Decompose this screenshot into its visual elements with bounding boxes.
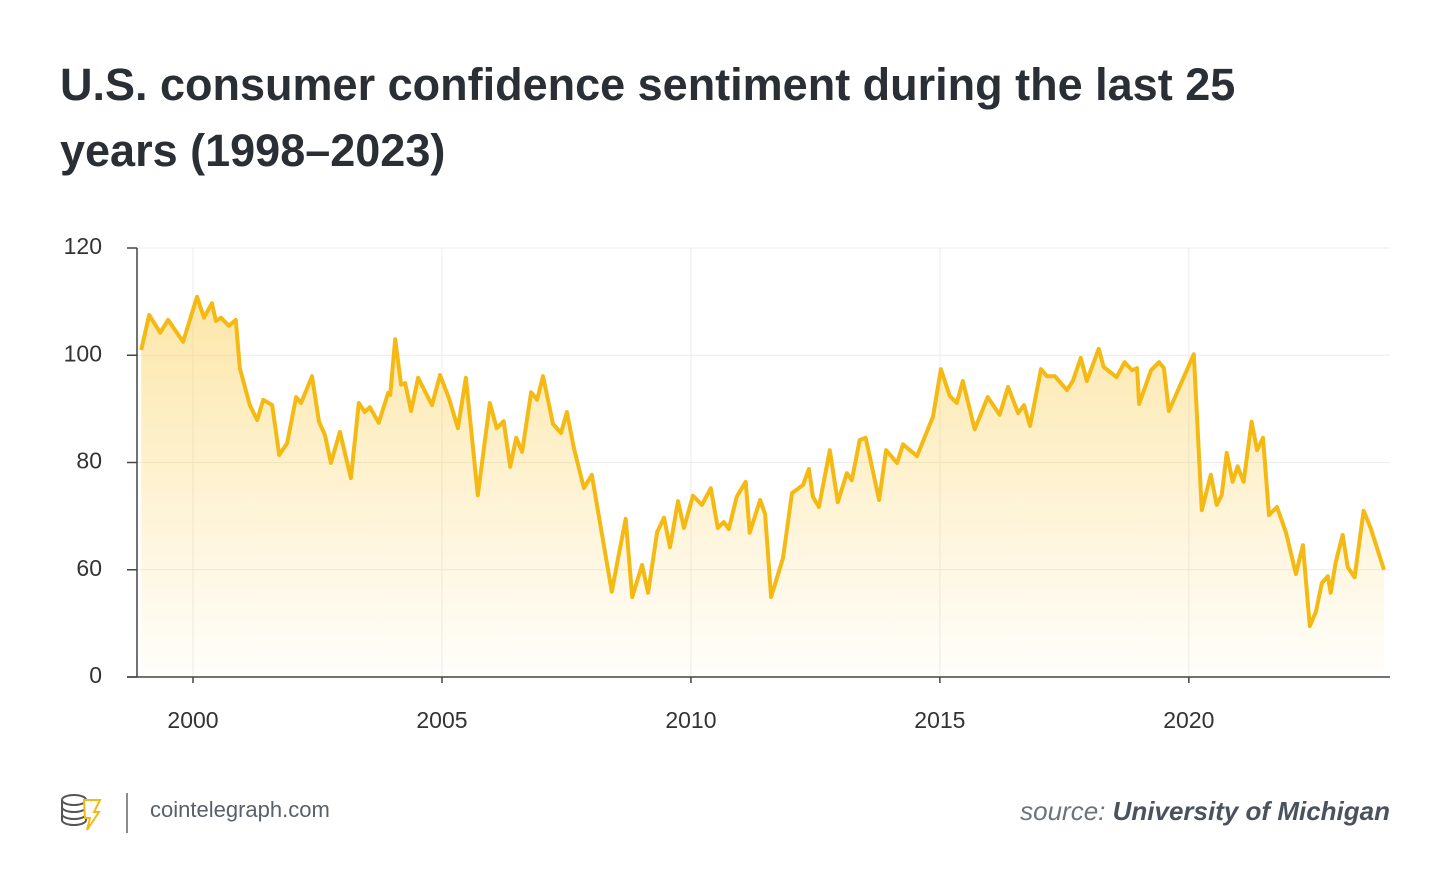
source-name: University of Michigan <box>1112 796 1390 826</box>
x-tick-label: 2005 <box>416 707 467 733</box>
y-tick-label: 120 <box>64 233 102 259</box>
y-tick-label: 100 <box>64 340 102 366</box>
x-tick-label: 2015 <box>914 707 965 733</box>
area-fill <box>141 296 1385 677</box>
logo <box>61 794 102 831</box>
y-tick-label: 60 <box>76 555 102 581</box>
data-line <box>139 294 1386 629</box>
site-name: cointelegraph.com <box>150 797 330 822</box>
x-tick-label: 2010 <box>665 707 716 733</box>
chart-title: U.S. consumer confidence sentiment durin… <box>60 59 1236 176</box>
y-tick-label: 80 <box>76 448 102 474</box>
source: source: University of Michigan <box>1020 796 1390 827</box>
x-tick-label: 2020 <box>1163 707 1214 733</box>
x-tick-label: 2000 <box>167 707 218 733</box>
source-label: source: <box>1020 796 1106 826</box>
y-tick-label: 0 <box>89 662 102 688</box>
